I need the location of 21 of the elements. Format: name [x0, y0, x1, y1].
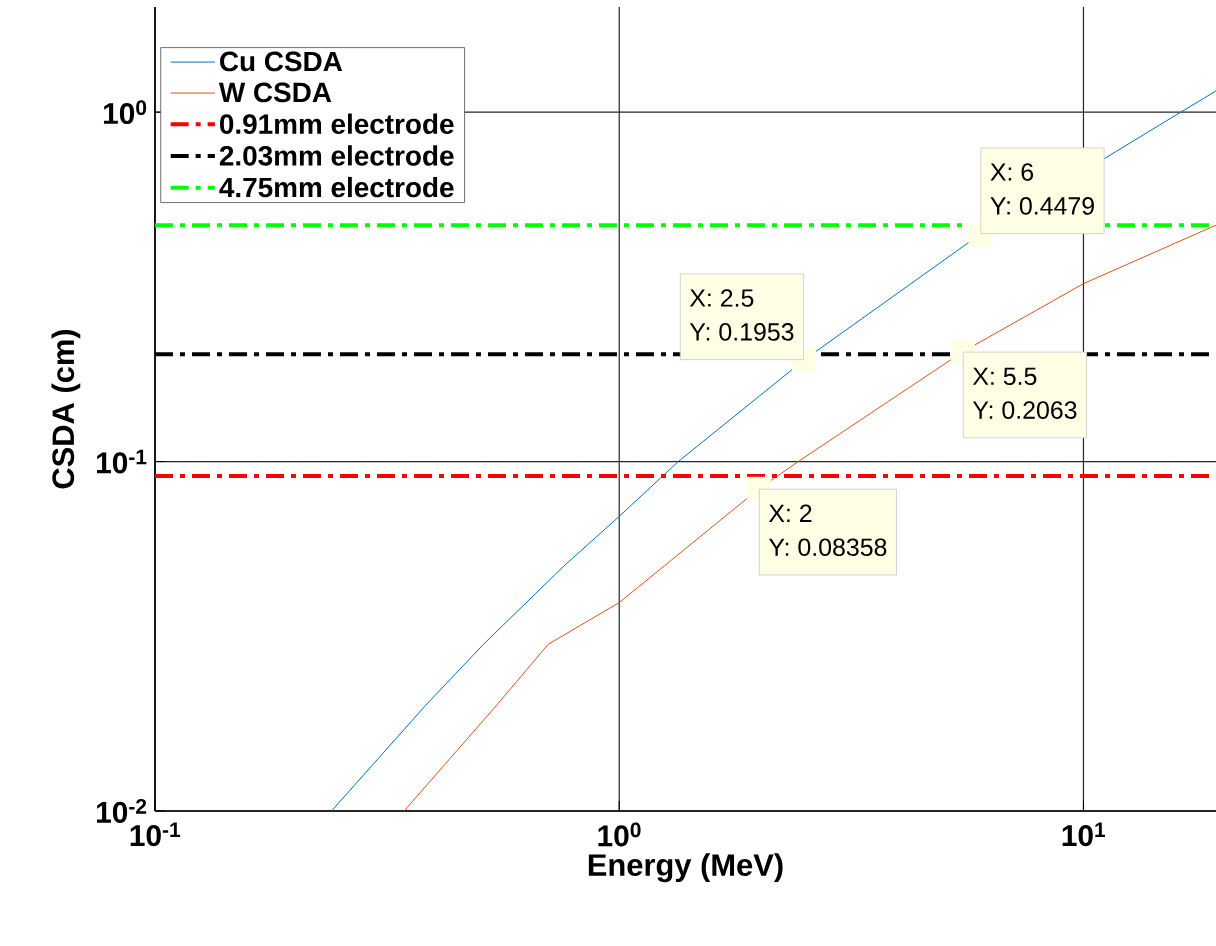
- y-tick-label: 10$^{0}$: [103, 100, 147, 125]
- annotation: Y: 0.08358: [768, 538, 887, 557]
- annotation: X: 2: [768, 504, 812, 522]
- y-axis-title: CSDA (cm): [51, 329, 81, 489]
- legend-label: Cu CSDA: [220, 51, 343, 72]
- x-axis-title: Energy (MeV): [588, 853, 783, 883]
- annotation: X: 5.5: [972, 367, 1037, 386]
- y-tick-label: 10$^{-1}$: [97, 449, 147, 474]
- y-tick-label: 10$^{-2}$: [97, 799, 147, 823]
- annotation: X: 2.5: [689, 289, 754, 307]
- x-tick-label: 10$^{-1}$: [130, 822, 181, 847]
- annotation: Y: 0.4479: [990, 197, 1094, 215]
- x-tick-label: 10$^{1}$: [1062, 822, 1106, 847]
- legend-label: 2.03mm electrode: [219, 145, 454, 166]
- annotation: Y: 0.1953: [689, 323, 794, 341]
- legend-label: 4.75mm electrode: [219, 176, 454, 198]
- annotation: Y: 0.2063: [972, 401, 1077, 419]
- annotation: X: 6: [990, 163, 1034, 181]
- legend-label: W CSDA: [218, 82, 332, 103]
- x-tick-label: 10$^{0}$: [598, 822, 641, 847]
- legend-label: 0.91mm electrode: [220, 113, 454, 134]
